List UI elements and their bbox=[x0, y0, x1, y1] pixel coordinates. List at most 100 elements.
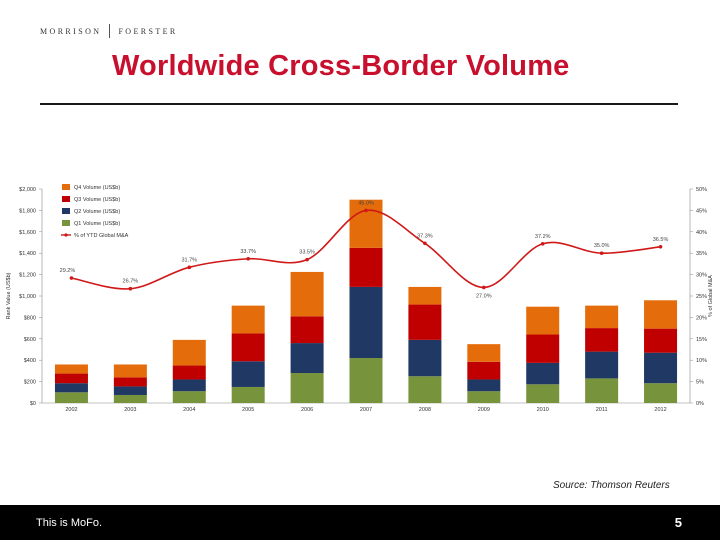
left-axis-tick-label: $1,000 bbox=[19, 294, 36, 300]
line-data-label: 29.2% bbox=[60, 268, 76, 274]
left-axis-tick-label: $1,600 bbox=[19, 230, 36, 236]
right-axis-tick-label: 20% bbox=[696, 315, 707, 321]
left-axis-tick-label: $600 bbox=[24, 337, 36, 343]
right-axis-tick-label: 30% bbox=[696, 273, 707, 279]
title-underline bbox=[40, 103, 678, 105]
left-axis-tick-label: $1,800 bbox=[19, 208, 36, 214]
line-point-2002 bbox=[69, 276, 74, 280]
left-axis-tick-label: $1,400 bbox=[19, 251, 36, 257]
cross-border-volume-chart: $0 $200 $400 $600 $800 $1,000 $1,200 $1,400 $1,6… bbox=[6, 184, 714, 413]
line-point-2009 bbox=[482, 285, 486, 290]
bar-2010-q2 bbox=[526, 362, 560, 385]
line-point-2006 bbox=[305, 257, 309, 262]
legend-swatch bbox=[62, 208, 70, 214]
left-axis-tick-label: $800 bbox=[24, 315, 36, 321]
right-axis-tick-label: 15% bbox=[696, 337, 707, 343]
right-axis-tick-label: 5% bbox=[696, 380, 704, 386]
line-data-label: 33.7% bbox=[240, 249, 256, 255]
legend-label: Q4 Volume (US$b) bbox=[74, 185, 120, 191]
left-axis-tick-label: $200 bbox=[24, 380, 36, 386]
line-point-2004 bbox=[187, 265, 192, 270]
bar-2012-q1 bbox=[644, 383, 678, 403]
bar-2007-q2 bbox=[349, 286, 383, 359]
right-axis-tick-label: 45% bbox=[696, 208, 707, 214]
legend-label: Q2 Volume (US$b) bbox=[74, 209, 120, 215]
bar-2002-q1 bbox=[54, 392, 88, 403]
bar-2010-q4 bbox=[526, 306, 560, 335]
x-axis-tick-label: 2007 bbox=[360, 407, 372, 413]
x-axis-tick-label: 2010 bbox=[537, 407, 549, 413]
bar-2011-q2 bbox=[585, 351, 619, 379]
line-data-label: 33.5% bbox=[299, 250, 315, 256]
bar-2007-q4 bbox=[349, 199, 383, 248]
line-point-2012 bbox=[658, 244, 663, 249]
left-axis-tick-label: $400 bbox=[24, 358, 36, 364]
line-data-label: 26.7% bbox=[123, 279, 139, 285]
footer-bar: This is MoFo. 5 bbox=[0, 505, 720, 540]
bar-2008-q1 bbox=[408, 376, 442, 403]
bar-2005-q3 bbox=[231, 333, 265, 362]
footer-tagline: This is MoFo. bbox=[36, 517, 103, 529]
bar-2008-q4 bbox=[408, 286, 442, 305]
bar-2004-q2 bbox=[172, 379, 206, 392]
bar-2008-q3 bbox=[408, 304, 442, 340]
right-axis-tick-label: 40% bbox=[696, 230, 707, 236]
line-data-label: 31.7% bbox=[181, 257, 197, 263]
bar-2004-q4 bbox=[172, 339, 206, 366]
bar-2010-q3 bbox=[526, 334, 560, 363]
legend-line-marker bbox=[64, 233, 68, 237]
bar-2005-q1 bbox=[231, 386, 265, 403]
x-axis-tick-label: 2005 bbox=[242, 407, 254, 413]
legend-label: % of YTD Global M&A bbox=[74, 233, 129, 239]
bar-2008-q2 bbox=[408, 339, 442, 377]
right-axis-tick-label: 35% bbox=[696, 251, 707, 257]
bar-2003-q2 bbox=[113, 386, 147, 395]
x-axis-tick-label: 2012 bbox=[654, 407, 666, 413]
bar-2007-q1 bbox=[349, 358, 383, 403]
left-axis-title: Rank Value (US$b) bbox=[6, 272, 12, 319]
x-axis-tick-label: 2002 bbox=[65, 407, 77, 413]
bar-2009-q4 bbox=[467, 344, 501, 362]
bar-2003-q4 bbox=[113, 364, 147, 378]
bar-2002-q4 bbox=[54, 364, 88, 374]
bar-2007-q3 bbox=[349, 247, 383, 287]
bar-2009-q1 bbox=[467, 391, 501, 403]
legend-swatch bbox=[62, 184, 70, 190]
line-data-label: 27.0% bbox=[476, 293, 492, 299]
line-point-2005 bbox=[246, 256, 250, 261]
line-data-label: 45.0% bbox=[358, 200, 374, 206]
source-note: Source: Thomson Reuters bbox=[553, 480, 670, 491]
bar-2004-q3 bbox=[172, 365, 206, 380]
left-axis-tick-label: $0 bbox=[30, 401, 36, 407]
bar-2006-q1 bbox=[290, 373, 324, 403]
legend-swatch bbox=[62, 220, 70, 226]
bar-2012-q2 bbox=[644, 352, 678, 384]
logo-left-word: MORRISON bbox=[40, 26, 102, 36]
bar-2005-q4 bbox=[231, 305, 265, 334]
left-axis-tick-label: $2,000 bbox=[19, 187, 36, 193]
page-number: 5 bbox=[674, 515, 682, 530]
bar-2009-q2 bbox=[467, 379, 501, 392]
right-axis-tick-label: 10% bbox=[696, 358, 707, 364]
line-point-2011 bbox=[599, 251, 604, 255]
page-title: Worldwide Cross-Border Volume bbox=[112, 50, 570, 82]
x-axis-tick-label: 2004 bbox=[183, 407, 195, 413]
bar-2011-q1 bbox=[585, 378, 619, 403]
x-axis-tick-label: 2009 bbox=[478, 407, 490, 413]
bar-2006-q3 bbox=[290, 316, 324, 344]
legend-label: Q3 Volume (US$b) bbox=[74, 197, 120, 203]
right-axis-tick-label: 25% bbox=[696, 294, 707, 300]
logo-right-word: FOERSTER bbox=[118, 26, 178, 36]
bar-2006-q2 bbox=[290, 343, 324, 374]
legend-swatch bbox=[62, 196, 70, 202]
line-point-2008 bbox=[423, 241, 427, 246]
line-data-label: 37.2% bbox=[535, 234, 551, 240]
bar-2006-q4 bbox=[290, 271, 324, 317]
firm-logo: MORRISON FOERSTER bbox=[40, 24, 178, 38]
bar-2011-q3 bbox=[585, 328, 619, 352]
logo-divider bbox=[109, 24, 111, 38]
line-data-label: 36.5% bbox=[653, 237, 669, 243]
bar-2004-q1 bbox=[172, 391, 206, 403]
bar-2005-q2 bbox=[231, 361, 265, 387]
left-axis-tick-label: $1,200 bbox=[19, 273, 36, 279]
